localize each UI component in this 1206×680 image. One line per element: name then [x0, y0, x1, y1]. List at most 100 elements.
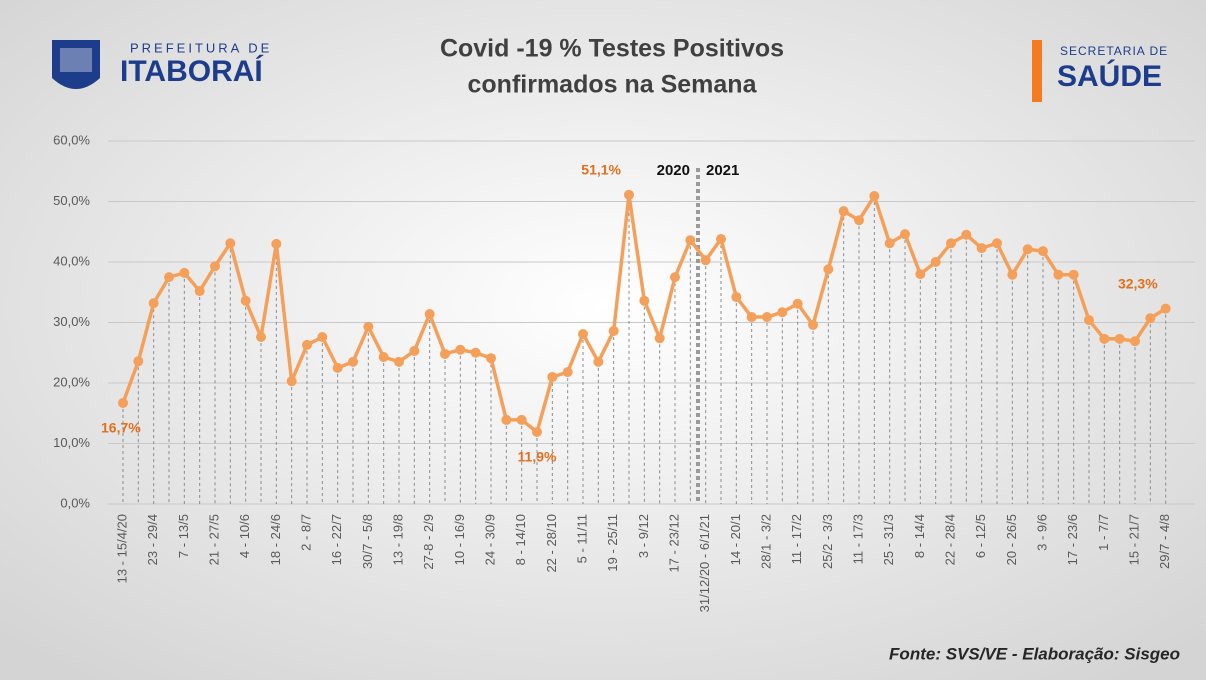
data-point	[946, 238, 956, 249]
data-point	[1053, 269, 1064, 280]
data-point	[286, 376, 297, 387]
data-point	[900, 229, 910, 240]
data-point	[470, 347, 481, 358]
x-tick-label: 23 - 29/4	[145, 514, 160, 565]
data-point	[915, 269, 926, 280]
data-point	[240, 295, 251, 306]
left-logo: PREFEITURA DE ITABORAÍ	[52, 40, 272, 89]
data-point	[685, 235, 696, 246]
data-point	[716, 234, 726, 245]
x-tick-label: 3 - 9/12	[636, 514, 651, 558]
data-point	[148, 298, 159, 309]
x-tick-label: 31/12/20 - 6/1/21	[697, 514, 712, 612]
data-point	[225, 238, 236, 249]
x-tick-label: 1 - 7/7	[1096, 514, 1111, 551]
x-tick-label: 2 - 8/7	[298, 514, 313, 551]
data-point	[961, 229, 972, 240]
data-point	[194, 286, 205, 297]
data-point	[133, 356, 144, 367]
data-point	[639, 295, 650, 306]
data-point	[1022, 244, 1033, 255]
x-tick-label: 15 - 21/7	[1126, 514, 1141, 565]
data-label: 32,3%	[1118, 275, 1158, 291]
x-tick-label: 5 - 11/11	[574, 514, 589, 563]
data-point	[271, 238, 282, 249]
x-tick-label: 7 - 13/5	[176, 514, 191, 558]
data-point	[118, 397, 128, 408]
x-tick-label: 10 - 16/9	[452, 514, 467, 565]
data-point	[869, 191, 880, 202]
data-point	[1007, 269, 1018, 280]
x-tick-label: 11 - 17/2	[789, 514, 804, 564]
y-tick-label: 50,0%	[53, 193, 90, 208]
data-point	[976, 243, 987, 254]
year-label: 2021	[706, 162, 739, 179]
data-point	[363, 321, 374, 332]
x-tick-label: 3 - 9/6	[1034, 514, 1049, 551]
x-tick-label: 8 - 14/10	[513, 514, 528, 565]
data-point	[486, 353, 496, 364]
y-tick-label: 0,0%	[60, 495, 90, 510]
data-point	[578, 328, 588, 339]
year-label: 2020	[657, 162, 690, 179]
x-tick-label: 14 - 20/1	[728, 514, 743, 565]
logo-subtitle: PREFEITURA DE	[130, 40, 272, 55]
x-tick-label: 17 - 23/6	[1065, 514, 1080, 565]
data-point	[992, 238, 1002, 249]
x-tick-label: 30/7 - 5/8	[360, 514, 375, 569]
x-tick-label: 11 - 17/3	[850, 514, 865, 564]
data-point	[654, 333, 665, 344]
data-label: 16,7%	[101, 420, 141, 436]
data-point	[378, 351, 389, 362]
data-point	[501, 414, 512, 425]
data-point	[424, 309, 435, 320]
data-point	[547, 371, 558, 382]
data-point	[302, 339, 312, 350]
data-point	[884, 238, 895, 249]
data-point	[562, 367, 573, 378]
x-tick-label: 18 - 24/6	[268, 514, 283, 565]
data-point	[1068, 269, 1079, 280]
data-point	[440, 348, 450, 359]
x-tick-label: 25/2 - 3/3	[820, 514, 835, 569]
x-tick-label: 21 - 27/5	[206, 514, 221, 565]
logo-title: SAÚDE	[1057, 59, 1162, 93]
x-tick-label: 28/1 - 3/2	[758, 514, 773, 569]
y-tick-label: 60,0%	[53, 132, 90, 147]
logo-bar	[1032, 40, 1042, 102]
y-tick-label: 40,0%	[53, 253, 90, 268]
data-point	[455, 344, 466, 355]
y-tick-label: 20,0%	[53, 374, 90, 389]
data-point	[164, 272, 174, 283]
data-point	[409, 345, 420, 356]
data-point	[731, 292, 742, 303]
x-tick-label: 27-8 - 2/9	[421, 514, 436, 570]
x-tick-label: 17 - 23/12	[666, 514, 681, 573]
data-point	[1099, 333, 1110, 344]
data-point	[516, 414, 527, 425]
data-point	[1114, 333, 1125, 344]
x-tick-label: 6 - 12/5	[973, 514, 988, 558]
x-tick-label: 24 - 30/9	[482, 514, 497, 565]
x-tick-label: 25 - 31/3	[881, 514, 896, 565]
data-point	[256, 332, 266, 343]
x-tick-label: 19 - 25/11	[605, 514, 620, 572]
data-point	[670, 272, 680, 283]
y-tick-label: 30,0%	[53, 314, 90, 329]
data-point	[332, 362, 343, 373]
data-point	[808, 319, 818, 330]
data-point	[700, 255, 711, 266]
crest-detail	[60, 48, 92, 72]
chart-title: confirmados na Semana	[468, 71, 758, 99]
x-tick-label: 29/7 - 4/8	[1157, 514, 1172, 569]
data-point	[1160, 303, 1171, 314]
data-label: 51,1%	[581, 162, 621, 178]
data-point	[762, 312, 772, 323]
crest	[52, 40, 100, 89]
logo-subtitle: SECRETARIA DE	[1060, 44, 1168, 58]
data-point	[179, 267, 190, 278]
data-point	[593, 356, 604, 367]
data-point	[624, 189, 634, 200]
